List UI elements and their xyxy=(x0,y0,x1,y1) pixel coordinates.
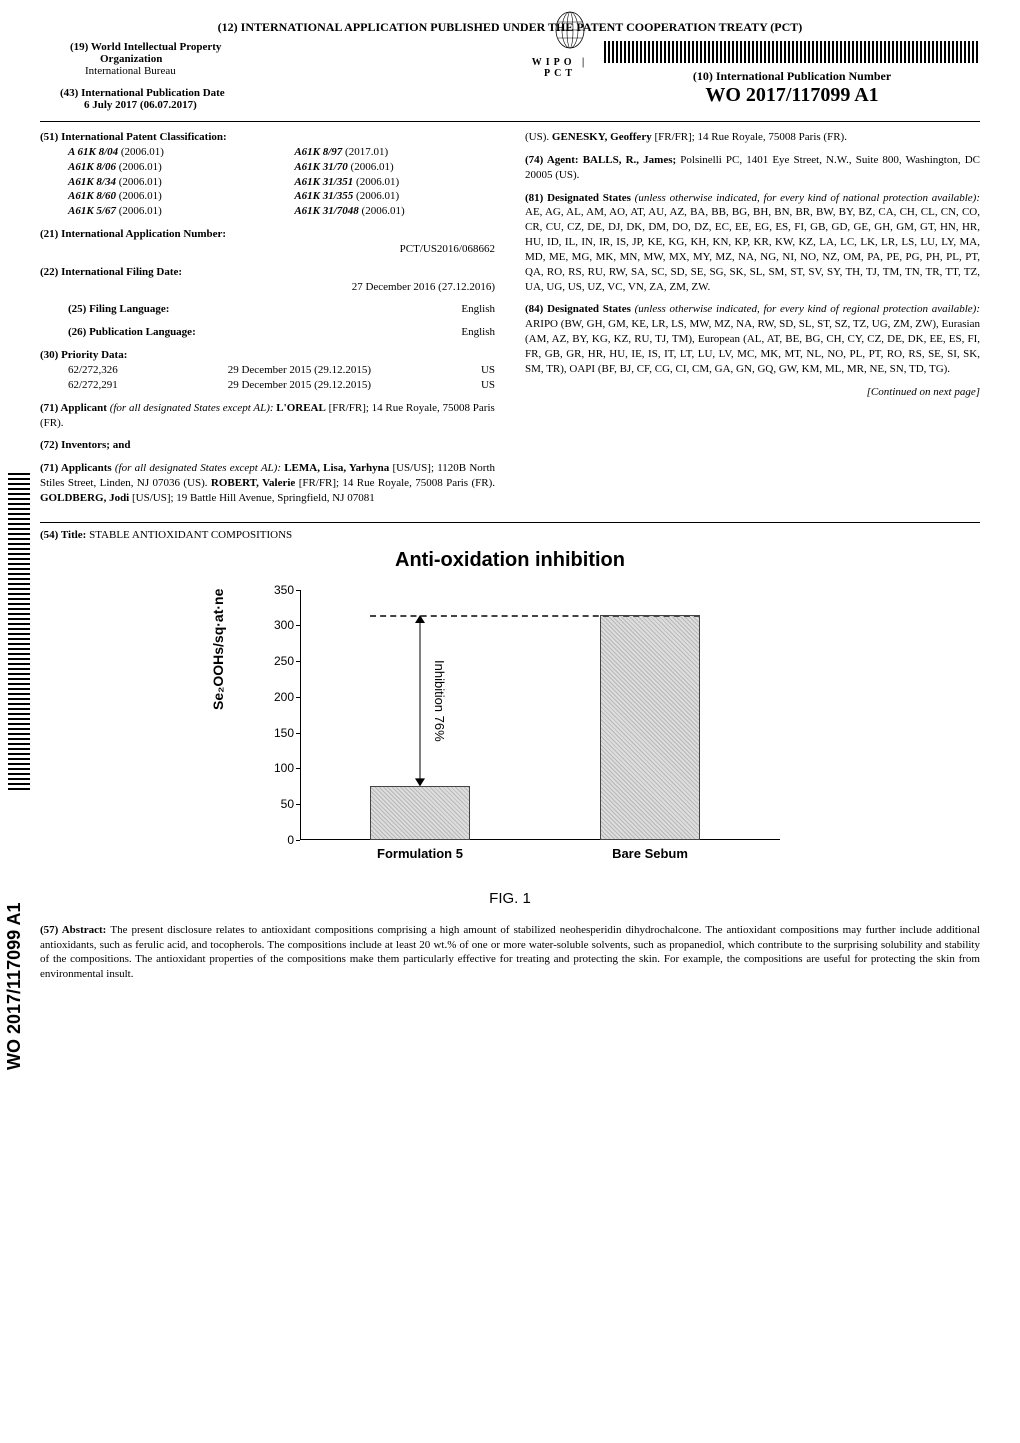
chart-area: Se₂OOHs/sq·at·ne 0 50 100 150 200 250 300 350 Fo… xyxy=(190,580,830,880)
figure-label: FIG. 1 xyxy=(40,890,980,907)
top-barcode xyxy=(604,41,980,63)
pub-lang-value: English xyxy=(461,325,495,340)
continued-note: [Continued on next page] xyxy=(525,385,980,400)
pub-num-label: (10) International Publication Number xyxy=(604,69,980,84)
pub-lang-label: (26) Publication Language: xyxy=(68,325,196,340)
ipc-code: A61K 8/34 (2006.01) xyxy=(68,175,254,190)
chart-y-tick: 250 xyxy=(272,654,294,668)
ipc-code: A61K 31/70 (2006.01) xyxy=(294,160,495,175)
ipc-grid: A 61K 8/04 (2006.01)A61K 8/97 (2017.01)A… xyxy=(40,145,495,219)
inventors-cont: (US). GENESKY, Geoffery [FR/FR]; 14 Rue … xyxy=(525,131,847,143)
treaty-heading: (12) INTERNATIONAL APPLICATION PUBLISHED… xyxy=(40,20,980,41)
ds-reg-value: ARIPO (BW, GH, GM, KE, LR, LS, MW, MZ, N… xyxy=(525,318,980,375)
wipo-logo-icon xyxy=(550,10,590,50)
pub-date-value: 6 July 2017 (06.07.2017) xyxy=(60,99,416,111)
left-column: (51) International Patent Classification… xyxy=(40,130,495,514)
app-num-label: (21) International Application Number: xyxy=(40,228,226,240)
biblio-columns: (51) International Patent Classification… xyxy=(40,130,980,523)
ipc-code: A 61K 8/04 (2006.01) xyxy=(68,145,254,160)
ipc-code: A61K 8/60 (2006.01) xyxy=(68,189,254,204)
ipc-code: A61K 31/7048 (2006.01) xyxy=(294,204,495,219)
org-bureau: International Bureau xyxy=(70,65,416,77)
chart-x-label: Formulation 5 xyxy=(350,846,490,861)
chart-y-tick: 50 xyxy=(272,797,294,811)
spine-barcode xyxy=(8,470,30,790)
chart-bar xyxy=(370,786,470,840)
filing-date-value: 27 December 2016 (27.12.2016) xyxy=(40,280,495,295)
priority-row: 62/272,29129 December 2015 (29.12.2015)U… xyxy=(40,378,495,393)
title-value: STABLE ANTIOXIDANT COMPOSITIONS xyxy=(89,529,292,541)
ipc-code: A61K 31/355 (2006.01) xyxy=(294,189,495,204)
applicant-label: (71) Applicant xyxy=(40,402,110,414)
ipc-code: A61K 8/97 (2017.01) xyxy=(294,145,495,160)
chart-bar xyxy=(600,615,700,840)
wipo-text: WIPO | PCT xyxy=(416,53,604,79)
pub-date-label: (43) International Publication Date xyxy=(60,87,416,99)
ds-nat-label: (81) Designated States xyxy=(525,192,635,204)
org-label: (19) World Intellectual Property xyxy=(70,41,416,53)
abstract-text: The present disclosure relates to antiox… xyxy=(40,924,980,981)
filing-lang-value: English xyxy=(461,302,495,317)
priority-rows: 62/272,32629 December 2015 (29.12.2015)U… xyxy=(40,363,495,393)
filing-lang-label: (25) Filing Language: xyxy=(68,302,169,317)
ds-reg-note: (unless otherwise indicated, for every k… xyxy=(635,303,980,315)
priority-row: 62/272,32629 December 2015 (29.12.2015)U… xyxy=(40,363,495,378)
applicants2-label: (71) Applicants xyxy=(40,462,115,474)
org-name: Organization xyxy=(70,53,416,65)
agent-label: (74) Agent: BALLS, R., James; xyxy=(525,154,680,166)
chart-y-tick: 0 xyxy=(272,833,294,847)
chart-y-tick: 350 xyxy=(272,583,294,597)
chart-y-tick: 200 xyxy=(272,690,294,704)
header-block: (19) World Intellectual Property Organiz… xyxy=(40,41,980,122)
ipc-code: A61K 5/67 (2006.01) xyxy=(68,204,254,219)
title-label: (54) Title: xyxy=(40,529,89,541)
abstract: (57) Abstract: The present disclosure re… xyxy=(40,923,980,982)
chart-x-label: Bare Sebum xyxy=(580,846,720,861)
ds-nat-value: AE, AG, AL, AM, AO, AT, AU, AZ, BA, BB, … xyxy=(525,206,980,292)
chart-y-tick: 300 xyxy=(272,618,294,632)
filing-date-label: (22) International Filing Date: xyxy=(40,266,182,278)
inventors-label: (72) Inventors; and xyxy=(40,439,130,451)
applicants2-note: (for all designated States except AL): xyxy=(115,462,284,474)
app-num-value: PCT/US2016/068662 xyxy=(40,242,495,257)
chart-y-label: Se₂OOHs/sq·at·ne xyxy=(210,588,226,709)
chart-title: Anti-oxidation inhibition xyxy=(40,549,980,572)
ds-nat-note: (unless otherwise indicated, for every k… xyxy=(635,192,980,204)
abstract-label: (57) Abstract: xyxy=(40,924,110,936)
ipc-label: (51) International Patent Classification… xyxy=(40,131,227,143)
title-block: (54) Title: STABLE ANTIOXIDANT COMPOSITI… xyxy=(40,529,980,541)
chart-annotation: Inhibition 76% xyxy=(432,625,447,776)
chart-arrow-icon xyxy=(410,615,430,786)
ipc-code: A61K 31/351 (2006.01) xyxy=(294,175,495,190)
spine-pub-number: WO 2017/117099 A1 xyxy=(4,903,25,1070)
chart-y-tick: 150 xyxy=(272,726,294,740)
priority-label: (30) Priority Data: xyxy=(40,349,127,361)
right-column: (US). GENESKY, Geoffery [FR/FR]; 14 Rue … xyxy=(525,130,980,514)
ds-reg-label: (84) Designated States xyxy=(525,303,635,315)
ipc-code: A61K 8/06 (2006.01) xyxy=(68,160,254,175)
applicant-note: (for all designated States except AL): xyxy=(110,402,277,414)
applicant-value-name: L'OREAL xyxy=(276,402,326,414)
chart-y-tick: 100 xyxy=(272,761,294,775)
pub-num-value: WO 2017/117099 A1 xyxy=(604,84,980,107)
